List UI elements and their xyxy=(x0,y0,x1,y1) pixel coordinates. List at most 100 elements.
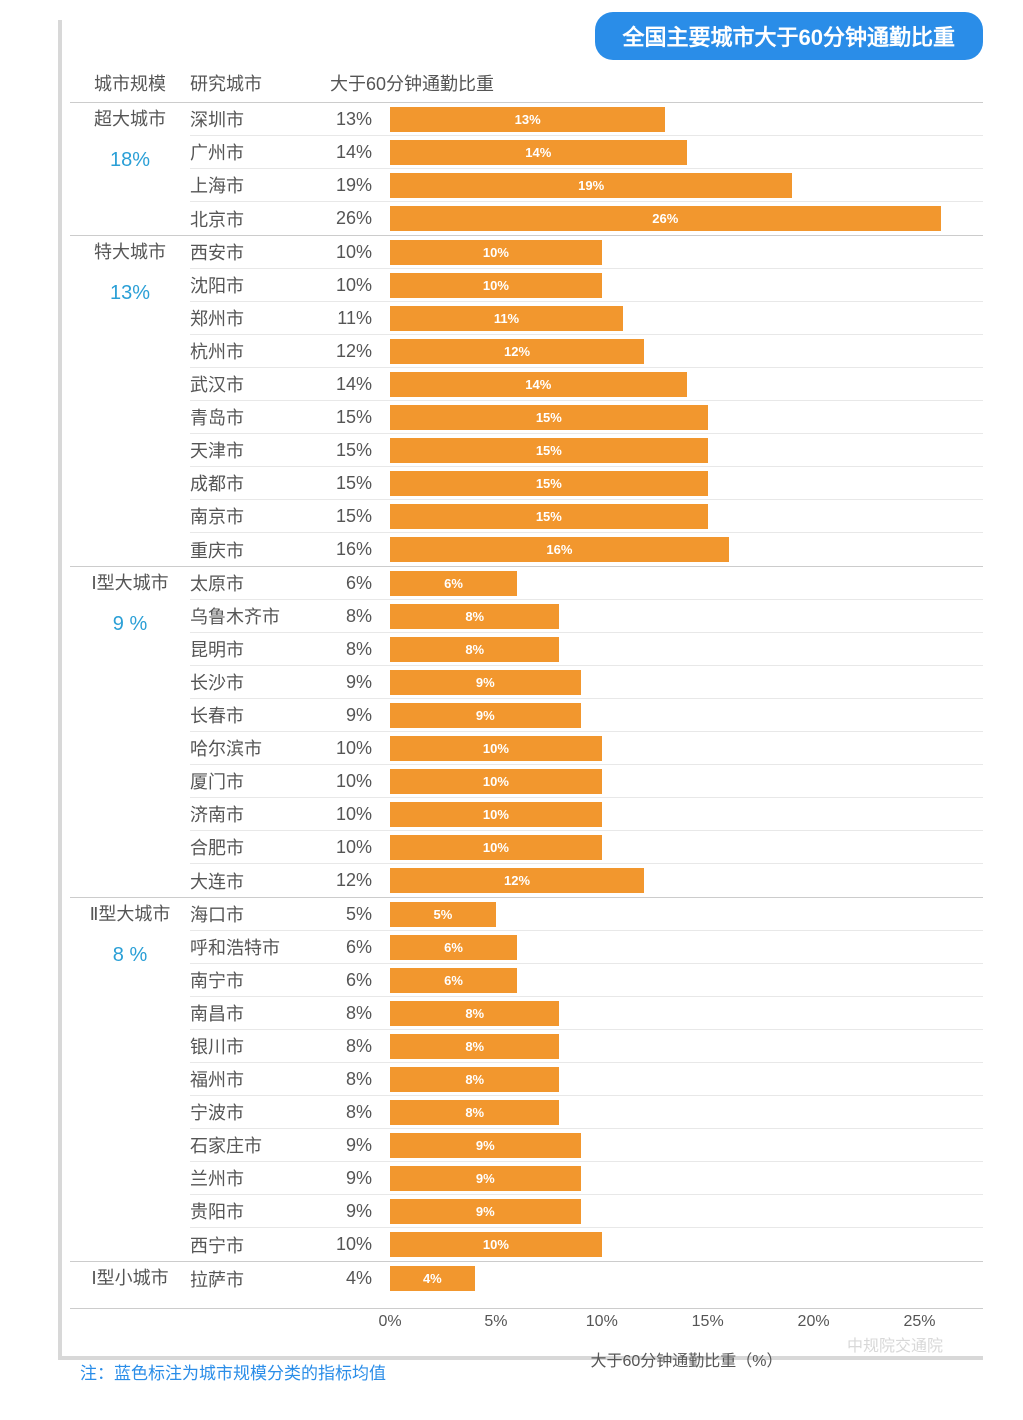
table-row: 长春市9%9% xyxy=(190,699,983,732)
bar: 10% xyxy=(390,240,602,265)
table-row: 厦门市10%10% xyxy=(190,765,983,798)
city-name: 郑州市 xyxy=(190,305,320,331)
bar: 14% xyxy=(390,372,687,397)
bar-cell: 9% xyxy=(390,666,983,698)
city-name: 乌鲁木齐市 xyxy=(190,603,320,629)
group-rows: 海口市5%5%呼和浩特市6%6%南宁市6%6%南昌市8%8%银川市8%8%福州市… xyxy=(190,898,983,1261)
percent-value: 4% xyxy=(320,1268,390,1289)
bar-cell: 15% xyxy=(390,467,983,499)
group-name: Ⅱ型大城市 xyxy=(90,900,171,926)
group-rows: 西安市10%10%沈阳市10%10%郑州市11%11%杭州市12%12%武汉市1… xyxy=(190,236,983,566)
city-name: 兰州市 xyxy=(190,1165,320,1191)
percent-value: 11% xyxy=(320,308,390,329)
city-name: 天津市 xyxy=(190,437,320,463)
table-row: 贵阳市9%9% xyxy=(190,1195,983,1228)
percent-value: 8% xyxy=(320,1036,390,1057)
bar-cell: 14% xyxy=(390,136,983,168)
city-name: 南昌市 xyxy=(190,1000,320,1026)
group-average: 13% xyxy=(110,282,150,305)
bar: 9% xyxy=(390,1133,581,1158)
bar: 10% xyxy=(390,802,602,827)
table-row: 西安市10%10% xyxy=(190,236,983,269)
percent-value: 9% xyxy=(320,672,390,693)
group-rows: 深圳市13%13%广州市14%14%上海市19%19%北京市26%26% xyxy=(190,103,983,235)
city-name: 南京市 xyxy=(190,503,320,529)
bar: 19% xyxy=(390,173,792,198)
bar-cell: 14% xyxy=(390,368,983,400)
bar: 16% xyxy=(390,537,729,562)
group-name: 超大城市 xyxy=(94,105,166,131)
percent-value: 14% xyxy=(320,142,390,163)
table-row: 北京市26%26% xyxy=(190,202,983,235)
bar-cell: 10% xyxy=(390,236,983,268)
bar: 5% xyxy=(390,902,496,927)
percent-value: 10% xyxy=(320,242,390,263)
percent-value: 13% xyxy=(320,109,390,130)
bar: 8% xyxy=(390,604,559,629)
city-name: 南宁市 xyxy=(190,967,320,993)
percent-value: 9% xyxy=(320,705,390,726)
x-tick: 20% xyxy=(798,1313,830,1331)
bar-cell: 8% xyxy=(390,600,983,632)
bar-cell: 15% xyxy=(390,434,983,466)
bar: 6% xyxy=(390,968,517,993)
bar: 9% xyxy=(390,1199,581,1224)
city-name: 海口市 xyxy=(190,901,320,927)
city-name: 银川市 xyxy=(190,1033,320,1059)
group-average: 8 % xyxy=(113,944,147,967)
bar-cell: 10% xyxy=(390,765,983,797)
group-label-column: Ⅱ型大城市 8 % xyxy=(70,898,190,1261)
city-name: 厦门市 xyxy=(190,768,320,794)
bar: 6% xyxy=(390,571,517,596)
bar: 10% xyxy=(390,769,602,794)
bar-cell: 6% xyxy=(390,567,983,599)
table-row: 太原市6%6% xyxy=(190,567,983,600)
table-row: 南昌市8%8% xyxy=(190,997,983,1030)
group-label-column: Ⅰ型小城市 xyxy=(70,1262,190,1308)
bar-cell: 10% xyxy=(390,732,983,764)
percent-value: 19% xyxy=(320,175,390,196)
bar: 15% xyxy=(390,438,708,463)
city-name: 长春市 xyxy=(190,702,320,728)
x-tick: 25% xyxy=(903,1313,935,1331)
table-row: 武汉市14%14% xyxy=(190,368,983,401)
bar: 8% xyxy=(390,1100,559,1125)
group-name: Ⅰ型小城市 xyxy=(91,1264,168,1290)
percent-value: 6% xyxy=(320,937,390,958)
percent-value: 15% xyxy=(320,440,390,461)
bar: 10% xyxy=(390,1232,602,1257)
table-row: 乌鲁木齐市8%8% xyxy=(190,600,983,633)
city-group: Ⅰ型小城市拉萨市4%4% xyxy=(70,1262,983,1309)
bar-cell: 8% xyxy=(390,1030,983,1062)
table-row: 上海市19%19% xyxy=(190,169,983,202)
bar-cell: 9% xyxy=(390,1195,983,1227)
percent-value: 8% xyxy=(320,639,390,660)
bar: 6% xyxy=(390,935,517,960)
table-row: 深圳市13%13% xyxy=(190,103,983,136)
city-name: 宁波市 xyxy=(190,1099,320,1125)
group-name: Ⅰ型大城市 xyxy=(91,569,168,595)
percent-value: 15% xyxy=(320,506,390,527)
percent-value: 10% xyxy=(320,1234,390,1255)
city-name: 长沙市 xyxy=(190,669,320,695)
group-average: 18% xyxy=(110,149,150,172)
table-row: 沈阳市10%10% xyxy=(190,269,983,302)
percent-value: 15% xyxy=(320,473,390,494)
bar: 12% xyxy=(390,339,644,364)
header-metric: 大于60分钟通勤比重 xyxy=(320,70,520,96)
city-name: 拉萨市 xyxy=(190,1266,320,1292)
table-row: 海口市5%5% xyxy=(190,898,983,931)
table-row: 大连市12%12% xyxy=(190,864,983,897)
table-row: 天津市15%15% xyxy=(190,434,983,467)
city-name: 太原市 xyxy=(190,570,320,596)
x-tick: 0% xyxy=(378,1313,401,1331)
bar: 13% xyxy=(390,107,665,132)
percent-value: 26% xyxy=(320,208,390,229)
bar: 8% xyxy=(390,637,559,662)
city-name: 呼和浩特市 xyxy=(190,934,320,960)
bar: 15% xyxy=(390,504,708,529)
bar-cell: 10% xyxy=(390,831,983,863)
bar-cell: 10% xyxy=(390,1228,983,1261)
city-group: Ⅱ型大城市8 %海口市5%5%呼和浩特市6%6%南宁市6%6%南昌市8%8%银川… xyxy=(70,898,983,1262)
table-row: 济南市10%10% xyxy=(190,798,983,831)
